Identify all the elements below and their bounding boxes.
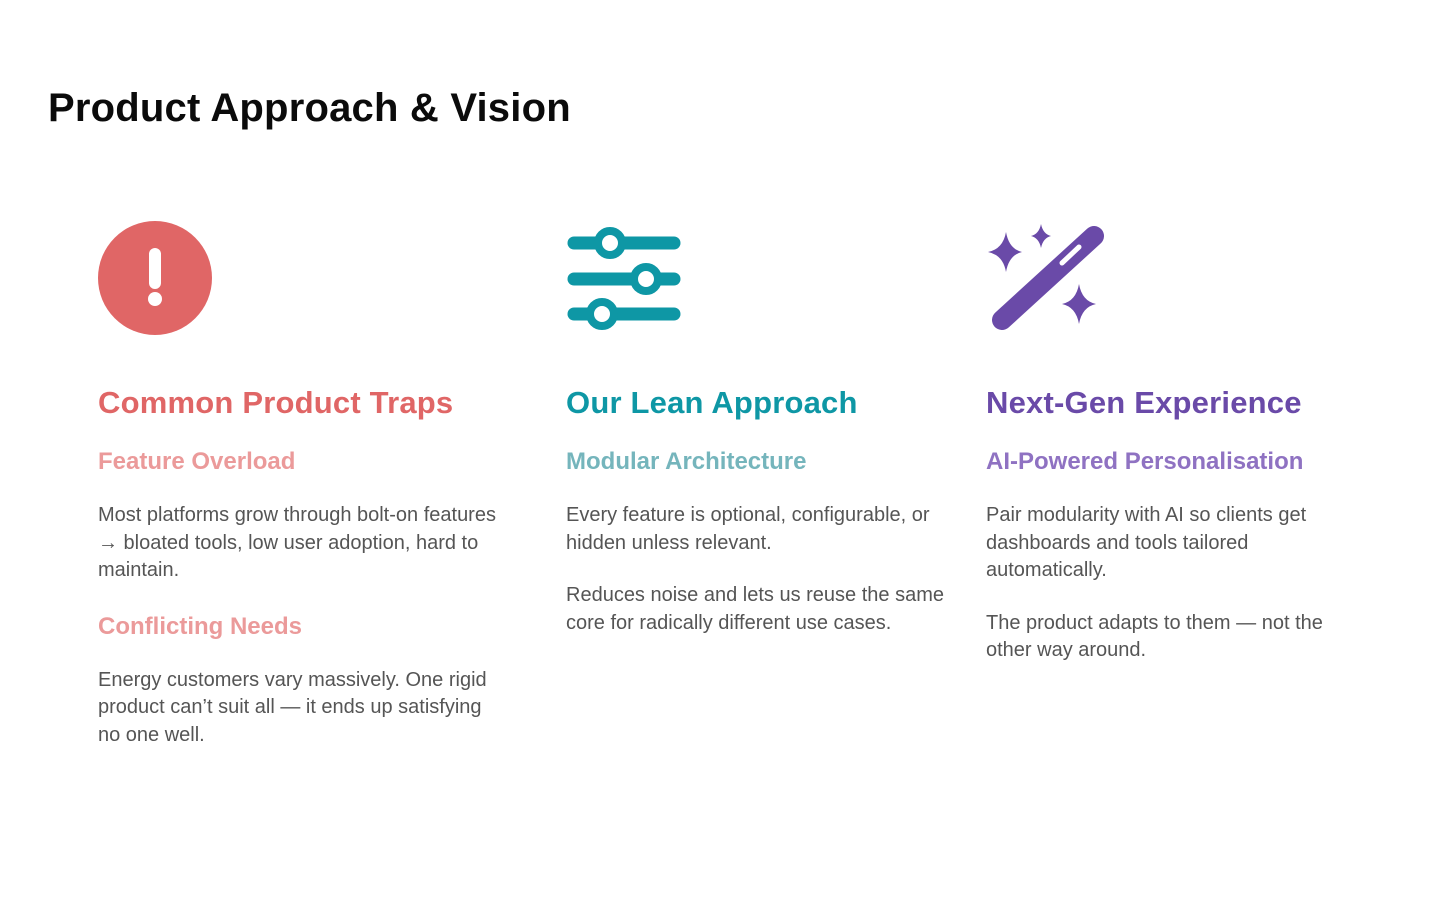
section-paragraph: Energy customers vary massively. One rig… bbox=[98, 668, 487, 746]
page-title: Product Approach & Vision bbox=[48, 86, 571, 130]
magic-wand-icon bbox=[988, 224, 1104, 330]
section-paragraph: The product adapts to them — not the oth… bbox=[986, 611, 1323, 662]
exclamation-circle-icon bbox=[98, 221, 212, 335]
section-paragraph: Reduces noise and lets us reuse the same… bbox=[566, 584, 944, 634]
section-subtitle: Feature Overload bbox=[98, 448, 296, 475]
section-paragraph: Pair modularity with AI so clients get d… bbox=[986, 504, 1307, 581]
column-next-gen-experience: Next-Gen Experience AI-Powered Personali… bbox=[986, 220, 1346, 665]
section-subtitle: Modular Architecture bbox=[566, 448, 807, 475]
section-subtitle: Conflicting Needs bbox=[98, 612, 303, 640]
column-title: Our Lean Approach bbox=[566, 385, 858, 420]
sliders-icon bbox=[567, 227, 681, 330]
section-paragraph: Every feature is optional, configurable,… bbox=[566, 504, 930, 554]
column-our-lean-approach: Our Lean Approach Modular Architecture E… bbox=[566, 220, 966, 637]
section-paragraph: Most platforms grow through bolt-on feat… bbox=[98, 504, 496, 581]
column-common-product-traps: Common Product Traps Feature Overload Mo… bbox=[98, 220, 498, 749]
section-subtitle: AI-Powered Personalisation bbox=[986, 448, 1304, 475]
column-title: Common Product Traps bbox=[98, 385, 454, 420]
column-title: Next-Gen Experience bbox=[986, 385, 1302, 420]
